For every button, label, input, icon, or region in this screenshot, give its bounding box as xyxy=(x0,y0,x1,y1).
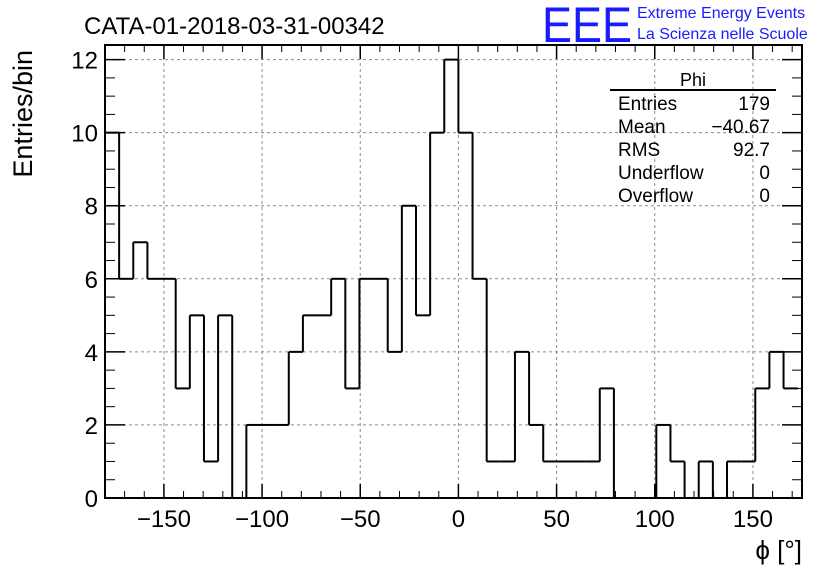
y-tick-label: 6 xyxy=(85,267,98,294)
y-tick-label: 10 xyxy=(71,121,98,148)
logo-line-2: La Scienza nelle Scuole xyxy=(637,26,808,43)
stats-mean-label: Mean xyxy=(618,117,666,138)
logo-line-1: Extreme Energy Events xyxy=(637,5,805,22)
stats-rms-value: 92.7 xyxy=(733,140,770,161)
tick-label-layer: −150 −100 −50 0 50 100 150 0 2 4 6 8 10 12 xyxy=(71,48,773,533)
stats-underflow-value: 0 xyxy=(759,163,770,184)
y-tick-label: 4 xyxy=(85,340,98,367)
y-tick-label: 2 xyxy=(85,413,98,440)
y-axis-title: Entries/bin xyxy=(8,50,38,178)
y-tick-label: 12 xyxy=(71,48,98,75)
eee-logo: EEE Extreme Energy Events La Scienza nel… xyxy=(542,0,808,53)
x-tick-label: 0 xyxy=(452,506,465,533)
stats-name: Phi xyxy=(680,70,706,90)
stats-overflow-value: 0 xyxy=(759,186,770,207)
stats-entries-value: 179 xyxy=(738,94,770,115)
x-tick-label: −150 xyxy=(137,506,191,533)
x-tick-label: −50 xyxy=(340,506,381,533)
stats-entries-label: Entries xyxy=(618,94,677,115)
logo-mark: EEE xyxy=(542,0,632,53)
plot-frame xyxy=(104,44,803,499)
y-tick-label: 8 xyxy=(85,194,98,221)
x-tick-label: 50 xyxy=(543,506,570,533)
histogram-layer xyxy=(104,58,798,499)
y-tick-label: 0 xyxy=(85,486,98,513)
x-tick-label: 100 xyxy=(635,506,675,533)
stats-underflow-label: Underflow xyxy=(618,163,704,184)
grid-layer xyxy=(105,45,802,498)
x-axis-title: ϕ [°] xyxy=(755,535,802,565)
x-tick-label: 150 xyxy=(733,506,773,533)
stats-overflow-label: Overflow xyxy=(618,186,693,207)
stats-mean-value: −40.67 xyxy=(711,117,770,138)
stats-rms-label: RMS xyxy=(618,140,660,161)
tick-layer xyxy=(105,45,802,499)
stats-box: Phi Entries 179 Mean −40.67 RMS 92.7 Und… xyxy=(610,70,776,207)
run-title: CATA-01-2018-03-31-00342 xyxy=(84,13,385,40)
x-tick-label: −100 xyxy=(235,506,289,533)
